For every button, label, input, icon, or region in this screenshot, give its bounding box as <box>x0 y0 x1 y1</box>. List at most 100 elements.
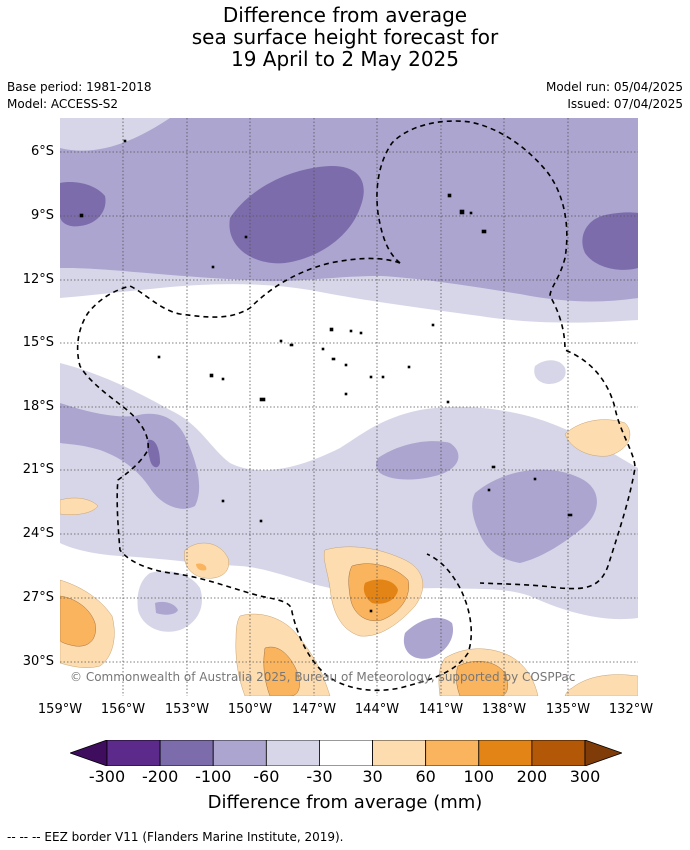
island-28 <box>533 477 537 481</box>
contour-pos30-se-corner <box>564 674 638 696</box>
contour-pos30-east <box>564 419 631 457</box>
islands <box>79 139 573 613</box>
eez-legend: -- -- -- EEZ border V11 (Flanders Marine… <box>7 830 344 844</box>
colorbar-tick-label: -60 <box>253 767 280 786</box>
lat-label-30s: 30°S <box>22 654 54 669</box>
island-20 <box>221 377 225 381</box>
contour-neg100-west <box>147 439 160 468</box>
colorbar-segment <box>531 740 586 766</box>
lon-label-141w: 141°W <box>418 702 464 717</box>
colorbar-title: Difference from average (mm) <box>207 792 483 813</box>
lat-label-12s: 12°S <box>22 272 54 287</box>
colorbar-tick-label: 300 <box>569 767 601 786</box>
colorbar-tick-label: -100 <box>195 767 232 786</box>
colorbar-segment <box>425 740 480 766</box>
contour-neg100-nw <box>60 182 106 227</box>
colorbar-segment <box>319 740 373 766</box>
meta-left: Base period: 1981-2018 Model: ACCESS-S2 <box>7 79 152 113</box>
lon-label-153w: 153°W <box>164 702 210 717</box>
lat-label-21s: 21°S <box>22 462 54 477</box>
title-line-2: sea surface height forecast for <box>191 25 499 49</box>
island-16 <box>331 357 336 361</box>
contour-neg60-west <box>60 403 200 509</box>
title-line-1: Difference from average <box>222 3 468 27</box>
island-27 <box>491 465 496 469</box>
colorbar-segment <box>372 740 427 766</box>
island-10 <box>279 339 283 343</box>
island-19 <box>209 373 214 378</box>
model-run: Model run: 05/04/2025 <box>545 80 683 94</box>
contour-neg60-se <box>472 469 597 563</box>
map-title: Difference from average sea surface heig… <box>0 4 690 70</box>
lon-label-156w: 156°W <box>100 702 146 717</box>
island-13 <box>349 329 353 333</box>
anomaly-map: © Commonwealth of Australia 2025, Bureau… <box>60 118 638 696</box>
contour-neg100-north-central <box>229 165 364 264</box>
map-copyright: © Commonwealth of Australia 2025, Bureau… <box>70 670 575 684</box>
contour-pos60-sw <box>60 595 96 647</box>
lat-label-15s: 15°S <box>22 335 54 350</box>
colorbar-tick-label: 60 <box>415 767 436 786</box>
contour-pos60-south-central <box>263 646 300 696</box>
contour-pos60-south-east <box>456 661 508 696</box>
island-8 <box>469 211 473 215</box>
base-period: Base period: 1981-2018 <box>7 80 152 94</box>
colorbar-segment <box>159 740 214 766</box>
lon-label-150w: 150°W <box>227 702 273 717</box>
lon-label-159w: 159°W <box>37 702 83 717</box>
colorbar-segment <box>106 740 161 766</box>
contour-neg30-small-2 <box>534 360 566 384</box>
island-17 <box>344 363 348 367</box>
island-7 <box>481 229 487 234</box>
lon-label-144w: 144°W <box>354 702 400 717</box>
island-15 <box>321 347 325 351</box>
colorbar-tick-label: 200 <box>516 767 548 786</box>
meta-right: Model run: 05/04/2025 Issued: 07/04/2025 <box>546 79 683 113</box>
island-14 <box>359 331 363 335</box>
contour-pos30-west-mid <box>184 542 230 579</box>
colorbar <box>70 740 622 766</box>
colorbar-tick-label: 100 <box>463 767 495 786</box>
island-32 <box>487 488 491 492</box>
island-2 <box>79 213 84 218</box>
island-21 <box>259 397 266 402</box>
colorbar-extend-max <box>584 740 622 766</box>
island-5 <box>459 209 465 215</box>
contour-pos30-west-small <box>60 497 99 515</box>
model-name: Model: ACCESS-S2 <box>7 97 119 111</box>
lat-label-27s: 27°S <box>22 590 54 605</box>
lat-label-24s: 24°S <box>22 526 54 541</box>
island-31 <box>221 499 225 503</box>
island-29 <box>567 513 573 517</box>
colorbar-segment <box>265 740 320 766</box>
island-25 <box>407 365 411 369</box>
island-33 <box>369 609 373 613</box>
colorbar-tick-label: -30 <box>306 767 333 786</box>
lon-label-132w: 132°W <box>608 702 654 717</box>
island-11 <box>289 343 294 347</box>
colorbar-segments <box>70 740 622 766</box>
contour-neg60-small-1 <box>155 601 178 615</box>
lon-label-138w: 138°W <box>481 702 527 717</box>
title-line-3: 19 April to 2 May 2025 <box>231 47 459 71</box>
lon-label-147w: 147°W <box>291 702 337 717</box>
colorbar-extend-min <box>70 740 108 766</box>
island-6 <box>447 193 452 198</box>
contour-neg30-small-1 <box>137 571 202 632</box>
island-4 <box>211 265 215 269</box>
island-9 <box>431 323 435 327</box>
issued-date: Issued: 07/04/2025 <box>567 97 683 111</box>
island-30 <box>259 519 263 523</box>
island-22 <box>344 392 348 396</box>
lat-label-6s: 6°S <box>30 144 54 159</box>
island-18 <box>157 355 161 359</box>
colorbar-segment <box>478 740 533 766</box>
colorbar-segment <box>212 740 267 766</box>
contour-neg60-small-2 <box>403 617 454 659</box>
island-23 <box>369 375 373 379</box>
island-26 <box>446 400 450 404</box>
lon-label-135w: 135°W <box>545 702 591 717</box>
colorbar-tick-label: 30 <box>362 767 383 786</box>
island-3 <box>244 235 248 239</box>
lat-label-9s: 9°S <box>30 208 54 223</box>
